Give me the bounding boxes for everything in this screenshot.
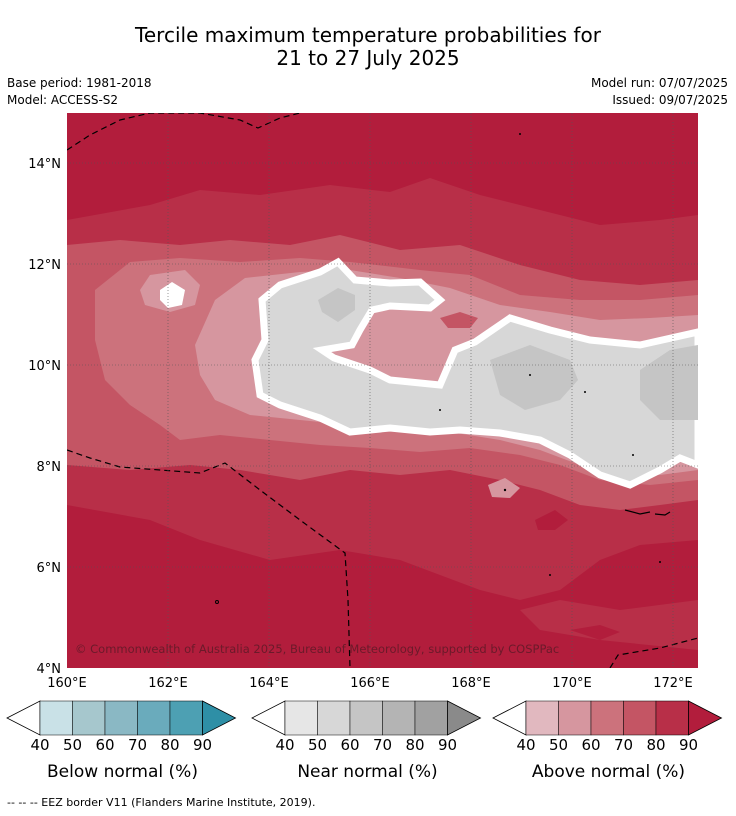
colorbar-segment xyxy=(169,700,203,736)
colorbar-tick-label: 70 xyxy=(614,736,633,754)
colorbar-segment xyxy=(558,700,592,736)
above-40-50-small-patch xyxy=(488,478,520,498)
colorbar-0: 40 50 60 70 80 90 xyxy=(6,700,237,754)
lon-label: 166°E xyxy=(350,676,390,691)
colorbar-tick-label: 70 xyxy=(373,736,392,754)
lat-label: 4°N xyxy=(37,662,62,677)
colorbar-segment xyxy=(137,700,171,736)
colorbar-tick-label: 60 xyxy=(581,736,600,754)
island xyxy=(584,391,586,393)
colorbar-tick-label: 80 xyxy=(646,736,665,754)
colorbar-tick-label: 90 xyxy=(438,736,457,754)
colorbar-min-triangle xyxy=(6,700,41,736)
colorbar-segment xyxy=(284,700,318,736)
colorbar-tick-label: 50 xyxy=(308,736,327,754)
lon-label: 160°E xyxy=(47,676,87,691)
colorbar-2: 40 50 60 70 80 90 xyxy=(492,700,723,754)
island xyxy=(632,454,634,456)
legend-colorbars: 40 50 60 70 80 90 40 50 60 70 80 90 40 50 60 70 80 90 xyxy=(6,700,723,754)
colorbar-tick-label: 40 xyxy=(275,736,294,754)
island xyxy=(503,488,507,492)
contour-above-70-80-south xyxy=(520,600,698,650)
base-period: Base period: 1981-2018 xyxy=(7,76,152,90)
near-normal-region xyxy=(251,257,698,489)
island xyxy=(659,561,661,563)
lon-label: 172°E xyxy=(653,676,693,691)
island xyxy=(549,574,551,576)
lon-label: 164°E xyxy=(249,676,289,691)
above-80-90-patch-middle xyxy=(535,510,568,530)
island xyxy=(215,600,219,604)
near-normal-50-60-patch-east xyxy=(490,345,578,410)
eez-border-west xyxy=(67,449,351,668)
island xyxy=(439,409,441,411)
island xyxy=(529,374,531,376)
lat-label: 10°N xyxy=(28,359,61,374)
colorbar-max-triangle xyxy=(688,700,723,736)
colorbar-tick-label: 70 xyxy=(128,736,147,754)
model-name: Model: ACCESS-S2 xyxy=(7,93,119,107)
colorbar-segment xyxy=(655,700,689,736)
colorbar-tick-label: 40 xyxy=(30,736,49,754)
near-normal-50-60-patch xyxy=(318,288,355,322)
lat-label: 8°N xyxy=(37,460,62,475)
colorbar-tick-label: 50 xyxy=(549,736,568,754)
map-gridlines xyxy=(67,113,698,668)
colorbar-tick-label: 80 xyxy=(405,736,424,754)
colorbar-segment xyxy=(525,700,559,736)
legend-below-normal-title: Below normal (%) xyxy=(47,762,198,782)
colorbar-segment xyxy=(104,700,138,736)
colorbar-tick-label: 50 xyxy=(63,736,82,754)
near-normal-50-60-patch-far-east xyxy=(640,345,698,420)
colorbar-max-triangle xyxy=(447,700,482,736)
colorbar-tick-label: 60 xyxy=(95,736,114,754)
colorbar-segment xyxy=(39,700,73,736)
white-patch xyxy=(160,282,185,308)
colorbar-max-triangle xyxy=(202,700,237,736)
eez-border-footnote: -- -- -- EEZ border V11 (Flanders Marine… xyxy=(7,796,316,809)
lat-label: 14°N xyxy=(28,157,61,172)
legend-near-normal-title: Near normal (%) xyxy=(297,762,438,782)
colorbar-segment xyxy=(349,700,383,736)
title-line-2: 21 to 27 July 2025 xyxy=(276,46,460,70)
lat-label: 12°N xyxy=(28,258,61,273)
colorbar-segment xyxy=(414,700,448,736)
island-outlines xyxy=(624,509,671,516)
colorbar-tick-label: 90 xyxy=(679,736,698,754)
lon-label: 162°E xyxy=(148,676,188,691)
above-80-90-small-patch xyxy=(570,625,620,640)
colorbar-segment xyxy=(590,700,624,736)
colorbar-tick-label: 40 xyxy=(516,736,535,754)
colorbar-segment xyxy=(382,700,416,736)
colorbar-min-triangle xyxy=(251,700,286,736)
issued-date: Issued: 09/07/2025 xyxy=(612,93,728,107)
lon-label: 168°E xyxy=(451,676,491,691)
probability-contours xyxy=(67,113,698,668)
colorbar-1: 40 50 60 70 80 90 xyxy=(251,700,482,754)
title-line-1: Tercile maximum temperature probabilitie… xyxy=(135,23,601,47)
colorbar-tick-label: 60 xyxy=(340,736,359,754)
model-run: Model run: 07/07/2025 xyxy=(590,76,728,90)
copyright-text: © Commonwealth of Australia 2025, Bureau… xyxy=(75,642,559,656)
probability-map: 14°N 12°N 10°N 8°N 6°N 4°N 160°E 162°E 1… xyxy=(6,113,723,754)
colorbar-segment xyxy=(623,700,657,736)
lat-label: 6°N xyxy=(37,561,62,576)
legend-above-normal-title: Above normal (%) xyxy=(531,762,686,782)
colorbar-min-triangle xyxy=(492,700,527,736)
lon-label: 170°E xyxy=(552,676,592,691)
colorbar-tick-label: 80 xyxy=(160,736,179,754)
colorbar-segment xyxy=(317,700,351,736)
island xyxy=(519,133,521,135)
colorbar-segment xyxy=(72,700,106,736)
above-60-70-small-patch xyxy=(440,312,478,328)
colorbar-tick-label: 90 xyxy=(193,736,212,754)
